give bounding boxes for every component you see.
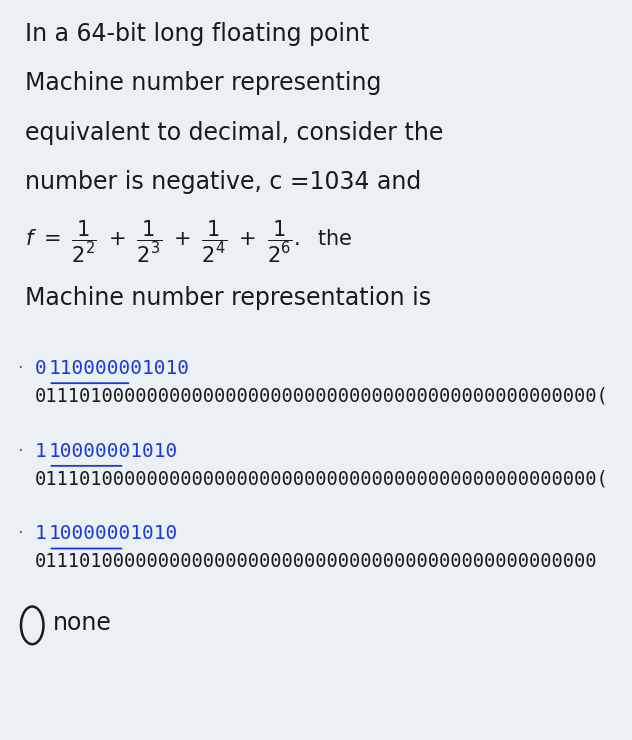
Text: ·: · xyxy=(17,442,23,460)
Text: ·: · xyxy=(17,359,23,377)
Text: Machine number representation is: Machine number representation is xyxy=(25,286,430,310)
Text: 0: 0 xyxy=(35,359,58,378)
Text: 10000001010: 10000001010 xyxy=(49,442,178,461)
Text: ·: · xyxy=(17,525,23,542)
Text: 1: 1 xyxy=(35,442,58,461)
Text: Machine number representing: Machine number representing xyxy=(25,72,381,95)
Text: 01110100000000000000000000000000000000000000000000(: 0111010000000000000000000000000000000000… xyxy=(35,387,609,406)
Text: 10000001010: 10000001010 xyxy=(49,525,178,543)
Text: 01110100000000000000000000000000000000000000000000: 0111010000000000000000000000000000000000… xyxy=(35,552,597,571)
Text: equivalent to decimal, consider the: equivalent to decimal, consider the xyxy=(25,121,443,144)
Text: 110000001010: 110000001010 xyxy=(49,359,190,378)
Text: 01110100000000000000000000000000000000000000000000(: 0111010000000000000000000000000000000000… xyxy=(35,469,609,488)
Text: $f\ =\ \dfrac{1}{2^2}\ +\ \dfrac{1}{2^3}\ +\ \dfrac{1}{2^4}\ +\ \dfrac{1}{2^6}.$: $f\ =\ \dfrac{1}{2^2}\ +\ \dfrac{1}{2^3}… xyxy=(25,218,352,265)
Text: none: none xyxy=(52,610,111,635)
Text: In a 64-bit long floating point: In a 64-bit long floating point xyxy=(25,22,369,47)
Text: number is negative, c =1034 and: number is negative, c =1034 and xyxy=(25,169,421,194)
Text: 1: 1 xyxy=(35,525,58,543)
